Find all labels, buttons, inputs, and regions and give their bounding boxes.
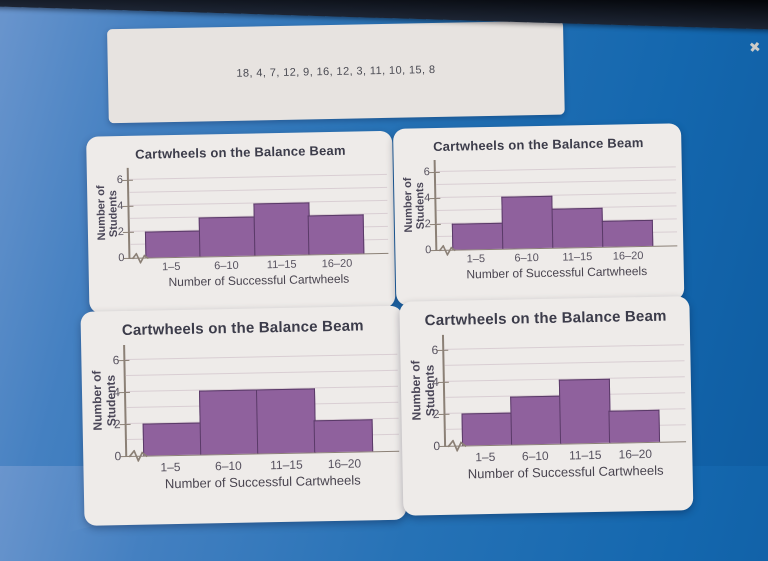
chart-title: Cartwheels on the Balance Beam xyxy=(432,135,644,155)
x-tick-label: 1–5 xyxy=(160,459,181,475)
y-axis-title: Number of Students xyxy=(408,360,438,422)
histogram-bar-6–10 xyxy=(199,389,259,455)
histogram-bar-1–5 xyxy=(142,422,202,456)
x-tick-label: 11–15 xyxy=(562,251,593,264)
x-tick-label: 16–20 xyxy=(612,250,644,263)
x-tick-label: 1–5 xyxy=(161,260,181,274)
histogram-bar-16–20 xyxy=(307,214,365,255)
x-tick-label: 6–10 xyxy=(514,252,539,265)
bars xyxy=(461,378,661,446)
gridline xyxy=(128,173,387,180)
x-tick-label: 6–10 xyxy=(521,448,549,464)
gridline xyxy=(435,166,676,172)
x-axis-title: Number of Successful Cartwheels xyxy=(466,263,648,282)
x-tick-label: 6–10 xyxy=(214,458,242,474)
histogram-bar-1–5 xyxy=(451,222,504,250)
histogram-bar-6–10 xyxy=(199,216,256,257)
x-axis-title: Number of Successful Cartwheels xyxy=(467,462,664,482)
x-tick-labels: 1–5 6–10 11–15 16–20 xyxy=(450,250,653,266)
y-tick-mark xyxy=(437,349,449,351)
y-tick-mark xyxy=(429,197,441,200)
x-tick-labels: 1–5 6–10 11–15 16–20 xyxy=(460,447,660,465)
gridline xyxy=(444,360,685,366)
y-tick-mark xyxy=(428,171,440,174)
chart-title: Cartwheels on the Balance Beam xyxy=(121,317,364,340)
x-tick-label: 16–20 xyxy=(618,446,653,462)
histogram-bar-11–15 xyxy=(551,207,604,248)
histogram-bar-1–5 xyxy=(144,230,202,258)
gridline xyxy=(125,369,398,376)
y-tick-mark xyxy=(122,231,134,234)
x-tick-label: 16–20 xyxy=(327,456,362,472)
gridline xyxy=(129,186,388,193)
x-axis-title: Number of Successful Cartwheels xyxy=(164,472,361,492)
axis-break-icon xyxy=(131,252,149,264)
gridline xyxy=(436,179,677,185)
plot-column: 1–5 6–10 11–15 16–20 Number of Successful C… xyxy=(121,162,389,290)
y-tick-mark xyxy=(121,179,133,182)
histogram-bar-11–15 xyxy=(253,202,311,256)
chart-card-top-right[interactable]: Cartwheels on the Balance Beam Number of… xyxy=(393,123,685,306)
y-tick-mark xyxy=(437,381,449,383)
histogram-bar-16–20 xyxy=(313,419,374,453)
y-tick-mark xyxy=(429,223,441,226)
axis-break-icon xyxy=(438,244,456,256)
axis-break-icon xyxy=(447,439,467,452)
x-tick-label: 11–15 xyxy=(270,457,303,473)
histogram-bar-16–20 xyxy=(601,219,654,247)
x-tick-label: 1–5 xyxy=(466,253,486,266)
y-tick-mark xyxy=(118,359,130,362)
gridline xyxy=(444,344,685,350)
bars xyxy=(144,201,365,258)
y-tick-mark xyxy=(438,413,450,415)
histogram-bar-11–15 xyxy=(559,378,611,444)
plot-area xyxy=(118,339,400,462)
y-tick-mark xyxy=(122,205,134,208)
close-icon[interactable]: ✖ xyxy=(748,38,762,56)
x-tick-label: 1–5 xyxy=(475,449,496,465)
gridline xyxy=(125,353,398,360)
screen-content: 18, 4, 7, 12, 9, 16, 12, 3, 11, 10, 15, … xyxy=(80,20,694,526)
histogram-bar-16–20 xyxy=(608,409,661,443)
histogram-bar-11–15 xyxy=(256,388,317,454)
data-set-text: 18, 4, 7, 12, 9, 16, 12, 3, 11, 10, 15, … xyxy=(236,63,436,80)
chart-card-bottom-left[interactable]: Cartwheels on the Balance Beam Number of… xyxy=(80,305,407,526)
y-axis-title: Number of Students xyxy=(401,177,427,234)
plot-area xyxy=(428,155,678,256)
y-axis-title: Number of Students xyxy=(89,370,119,432)
x-tick-label: 6–10 xyxy=(214,259,239,273)
plot-column: 1–5 6–10 11–15 16–20 Number of Successful C… xyxy=(437,330,687,482)
data-set-panel: 18, 4, 7, 12, 9, 16, 12, 3, 11, 10, 15, … xyxy=(107,20,565,124)
plot-column: 1–5 6–10 11–15 16–20 Number of Successful C… xyxy=(118,339,400,492)
x-tick-label: 16–20 xyxy=(321,257,353,271)
histogram-bar-6–10 xyxy=(501,195,554,249)
y-axis-title: Number of Students xyxy=(95,185,121,242)
plot-area xyxy=(437,330,687,452)
y-tick-mark xyxy=(119,423,131,426)
x-tick-label: 11–15 xyxy=(568,447,602,463)
bars xyxy=(142,387,374,456)
histogram-bar-1–5 xyxy=(461,412,513,446)
x-tick-label: 11–15 xyxy=(266,258,297,272)
bars xyxy=(451,194,654,250)
plot-column: 1–5 6–10 11–15 16–20 Number of Successful C… xyxy=(428,155,678,282)
plot-area xyxy=(121,162,389,264)
y-tick-mark xyxy=(118,391,131,394)
x-axis-title: Number of Successful Cartwheels xyxy=(168,271,350,290)
chart-title: Cartwheels on the Balance Beam xyxy=(424,307,667,330)
chart-card-bottom-right[interactable]: Cartwheels on the Balance Beam Number of… xyxy=(399,296,694,516)
axis-break-icon xyxy=(128,449,148,462)
chart-title: Cartwheels on the Balance Beam xyxy=(135,142,346,162)
chart-card-top-left[interactable]: Cartwheels on the Balance Beam Number of… xyxy=(86,130,396,314)
histogram-bar-6–10 xyxy=(510,395,562,445)
